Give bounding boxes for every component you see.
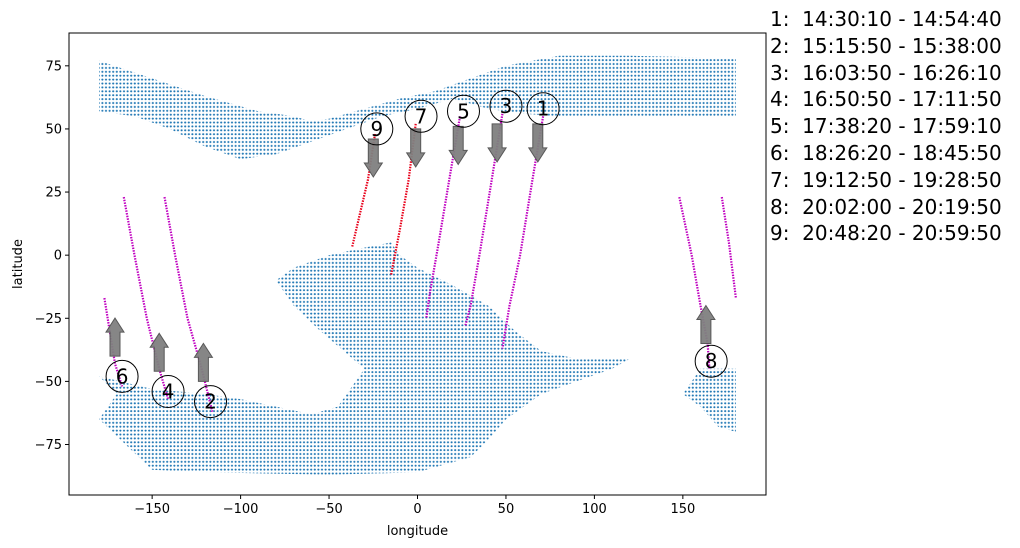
x-tick-label: 0	[413, 502, 421, 517]
legend-entry: 5: 17:38:20 - 17:59:10	[770, 114, 1002, 139]
x-tick-label: −150	[134, 502, 170, 517]
grid-region-north	[99, 55, 736, 160]
time-legend: 1: 14:30:10 - 14:54:40 2: 15:15:50 - 15:…	[770, 6, 1002, 247]
grid-region-south	[99, 242, 630, 475]
orbit-label-circle	[526, 92, 560, 126]
legend-entry: 4: 16:50:50 - 17:11:50	[770, 87, 1002, 112]
x-axis-label: longitude	[387, 524, 448, 539]
orbit-label: 2	[204, 390, 217, 414]
orbit-label: 9	[370, 117, 383, 141]
x-tick-label: −50	[315, 502, 342, 517]
orbit-label-circle	[151, 374, 185, 408]
direction-arrow-4	[149, 332, 170, 372]
x-axis: −150 −100 −50 0 50 100 150	[134, 495, 695, 517]
orbit-label-circle	[404, 99, 438, 133]
legend-entry: 2: 15:15:50 - 15:38:00	[770, 33, 1002, 58]
legend-entry: 8: 20:02:00 - 20:19:50	[770, 194, 1002, 219]
x-tick-label: −100	[223, 502, 259, 517]
orbit-label-circle	[694, 344, 728, 378]
orbit-label: 6	[116, 364, 129, 388]
y-tick-label: 75	[45, 59, 62, 74]
orbit-labels-layer: 1 2 3 4 5 6 7 8 9	[105, 89, 728, 419]
direction-arrow-6	[105, 317, 125, 357]
direction-arrow-7	[405, 128, 426, 168]
y-axis: −75 −50 −25 0 25 50 75	[35, 59, 69, 453]
y-tick-label: −75	[35, 438, 62, 453]
orbit-label: 7	[415, 104, 428, 128]
x-tick-label: 100	[582, 502, 607, 517]
direction-arrow-1	[527, 123, 548, 163]
grid-region-south-east	[682, 368, 736, 432]
orbit-label-circle	[194, 385, 228, 419]
y-axis-label: latitude	[11, 239, 26, 289]
arrows-layer	[105, 123, 716, 382]
legend-entry: 9: 20:48:20 - 20:59:50	[770, 221, 1002, 246]
orbit-label-circle	[489, 89, 523, 123]
legend-entry: 3: 16:03:50 - 16:26:10	[770, 60, 1002, 85]
track-8	[720, 196, 737, 299]
grid-points-layer	[99, 55, 736, 475]
track-5	[425, 116, 462, 319]
orbit-label-circle	[360, 112, 394, 146]
legend-entry: 6: 18:26:20 - 18:45:50	[770, 140, 1002, 165]
x-tick-label: 50	[498, 502, 515, 517]
direction-arrow-2	[193, 342, 214, 382]
orbit-label: 3	[500, 94, 513, 118]
y-tick-label: 25	[45, 186, 62, 201]
orbit-label: 5	[457, 99, 470, 123]
legend-entry: 1: 14:30:10 - 14:54:40	[770, 7, 1002, 31]
orbit-label-circle	[446, 94, 480, 128]
y-tick-label: −50	[35, 375, 62, 390]
track-8	[678, 196, 711, 369]
orbit-label: 4	[162, 379, 175, 403]
orbit-label: 8	[705, 349, 718, 373]
direction-arrow-9	[363, 138, 384, 178]
y-tick-label: −25	[35, 312, 62, 327]
direction-arrow-3	[487, 123, 508, 163]
direction-arrow-5	[448, 125, 469, 166]
orbit-label-circle	[105, 359, 139, 393]
direction-arrow-8	[695, 304, 716, 344]
track-1	[501, 116, 545, 349]
x-tick-label: 150	[670, 502, 695, 517]
legend-entry: 7: 19:12:50 - 19:28:50	[770, 167, 1002, 192]
orbit-label: 1	[537, 97, 550, 121]
y-tick-label: 50	[45, 122, 62, 137]
y-tick-label: 0	[54, 249, 62, 264]
